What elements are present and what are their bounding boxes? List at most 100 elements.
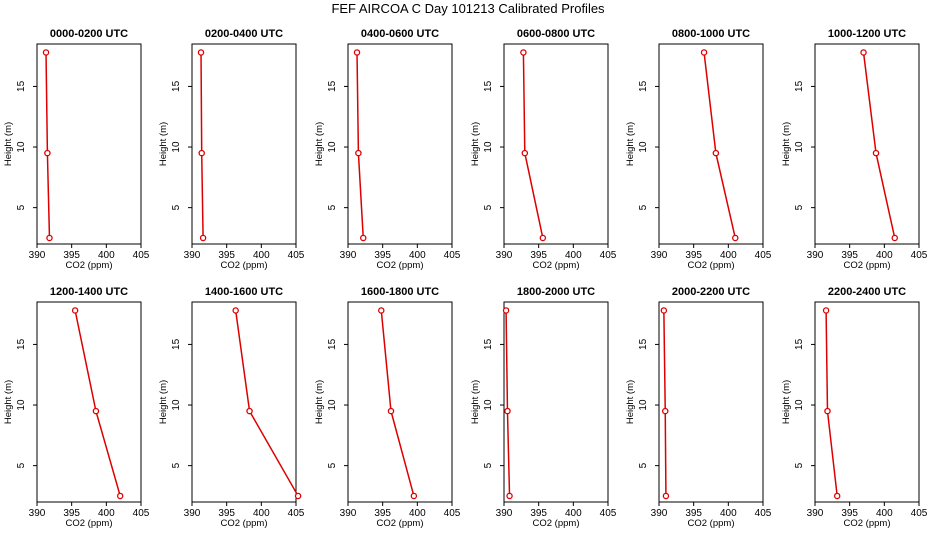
panel-6-ytick-label: 10: [794, 141, 805, 153]
panel-2-xtick-label: 405: [288, 250, 305, 261]
panel-9-xlabel: CO2 (ppm): [377, 518, 424, 529]
panel-6-point: [891, 234, 898, 242]
panel-11-title: 2000-2200 UTC: [672, 286, 750, 298]
panel-10-ytick-label: 10: [483, 399, 494, 411]
panel-3-xtick-label: 405: [444, 250, 461, 261]
panel-11-point: [662, 492, 670, 500]
figure-title: FEF AIRCOA C Day 101213 Calibrated Profi…: [331, 1, 605, 16]
panel-9-ytick-label: 10: [327, 399, 338, 411]
panel-6-profile-line: [862, 52, 896, 239]
panel-3-point: [353, 49, 361, 56]
panel-11-ylabel: Height (m): [625, 380, 636, 424]
panel-11-frame: [658, 301, 764, 503]
panel-12-ytick-label: 5: [794, 462, 805, 468]
panel-12-xlabel: CO2 (ppm): [844, 518, 891, 529]
panel-1-xtick-label: 395: [63, 250, 80, 261]
panel-9-frame: [347, 301, 453, 503]
panel-8-point: [246, 407, 253, 415]
panel-2-xtick-label: 395: [218, 250, 235, 261]
panel-6-xlabel: CO2 (ppm): [844, 260, 891, 271]
panel-9-xtick-label: 400: [409, 508, 426, 519]
panel-2-ytick-label: 15: [171, 80, 182, 92]
panel-8-point: [294, 492, 302, 500]
panel-4-point: [520, 49, 527, 56]
panel-8-title: 1400-1600 UTC: [205, 286, 283, 298]
panel-5-xtick-label: 400: [720, 250, 737, 261]
panel-7-point: [116, 492, 124, 500]
panel-8-profile-line: [234, 310, 299, 497]
panel-3-xtick-label: 395: [374, 250, 391, 261]
panel-5-xtick-label: 390: [651, 250, 668, 261]
panel-7-xtick-label: 395: [63, 508, 80, 519]
panel-12-xtick-label: 405: [911, 508, 928, 519]
panel-11-profile-line: [663, 310, 667, 496]
panel-8-xtick-label: 405: [288, 508, 305, 519]
panel-1-xlabel: CO2 (ppm): [66, 260, 113, 271]
panel-10-ylabel: Height (m): [470, 380, 481, 424]
panel-4-profile-line: [522, 52, 544, 239]
panel-3-point: [360, 234, 367, 242]
panel-11-xtick-label: 390: [651, 508, 668, 519]
panel-2-xlabel: CO2 (ppm): [221, 260, 268, 271]
panel-4-frame: [503, 43, 609, 245]
panel-3-profile-line: [356, 52, 365, 238]
panel-8-point: [232, 307, 239, 314]
panel-5-title: 0800-1000 UTC: [672, 28, 750, 40]
panel-3-point: [355, 149, 362, 157]
panel-11-xlabel: CO2 (ppm): [688, 518, 735, 529]
panel-7-ytick-label: 5: [16, 462, 27, 468]
panel-6-ytick-label: 5: [794, 204, 805, 210]
panel-2-ytick-label: 5: [171, 204, 182, 210]
panel-1-xtick-label: 390: [29, 250, 46, 261]
panel-11-point: [661, 407, 669, 415]
panel-2-ylabel: Height (m): [158, 122, 169, 166]
panel-6-point: [872, 149, 880, 157]
panel-8-ytick-label: 10: [171, 399, 182, 411]
panel-1-point: [42, 49, 50, 56]
panel-9-point: [378, 307, 385, 314]
panel-9-ytick-label: 15: [327, 338, 338, 350]
panel-2-ytick-label: 10: [171, 141, 182, 153]
panel-10-point: [506, 492, 513, 500]
panel-6-xtick-label: 405: [911, 250, 928, 261]
panel-12-frame: [814, 301, 920, 503]
panel-12-xtick-label: 390: [807, 508, 824, 519]
panel-12-ytick-label: 10: [794, 399, 805, 411]
panel-6-xtick-label: 395: [841, 250, 858, 261]
panel-4-ytick-label: 10: [483, 141, 494, 153]
panel-12-point: [822, 307, 830, 314]
panel-1-xtick-label: 405: [133, 250, 150, 261]
panel-6-xtick-label: 400: [876, 250, 893, 261]
panel-3-frame: [347, 43, 453, 245]
panel-1-ytick-label: 10: [16, 141, 27, 153]
panel-9-xtick-label: 405: [444, 508, 461, 519]
panel-5-xtick-label: 395: [685, 250, 702, 261]
panel-1-ytick-label: 15: [16, 80, 27, 92]
panel-10-xtick-label: 390: [496, 508, 513, 519]
panel-11-xtick-label: 405: [755, 508, 772, 519]
panel-8-xlabel: CO2 (ppm): [221, 518, 268, 529]
panel-4-xtick-label: 390: [496, 250, 513, 261]
panel-8-ytick-label: 15: [171, 338, 182, 350]
panel-9-point: [387, 407, 395, 415]
panel-5-point: [732, 234, 739, 242]
panel-10-point: [502, 307, 510, 314]
panel-7-ytick-label: 10: [16, 399, 27, 411]
panel-12-title: 2200-2400 UTC: [828, 286, 906, 298]
panel-1-point: [46, 234, 53, 242]
panel-11-ytick-label: 15: [638, 338, 649, 350]
panel-3-xtick-label: 400: [409, 250, 426, 261]
panel-2-frame: [191, 43, 297, 245]
panel-7-xtick-label: 400: [98, 508, 115, 519]
panel-5-ytick-label: 5: [638, 204, 649, 210]
panel-7-frame: [36, 301, 142, 503]
panel-12-xtick-label: 400: [876, 508, 893, 519]
panel-5-ytick-label: 15: [638, 80, 649, 92]
panel-4-ytick-label: 5: [483, 204, 494, 210]
panel-3-xtick-label: 390: [340, 250, 357, 261]
panel-1-ylabel: Height (m): [3, 122, 14, 166]
panel-5-profile-line: [703, 52, 736, 239]
panel-1-frame: [36, 43, 142, 245]
panel-7-xlabel: CO2 (ppm): [66, 518, 113, 529]
panel-6-frame: [814, 43, 920, 245]
